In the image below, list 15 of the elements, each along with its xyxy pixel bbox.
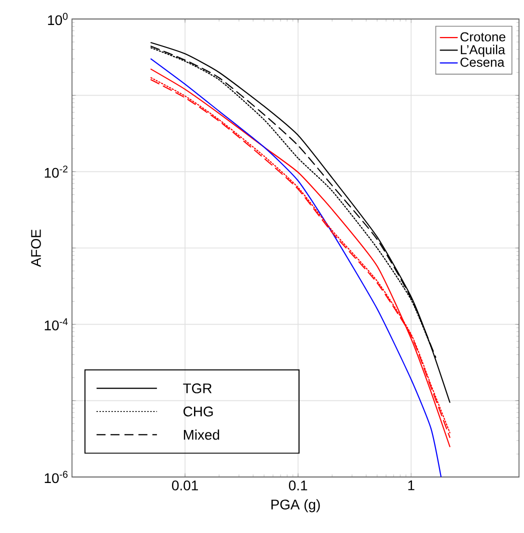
y-tick-label: 10$^{-2}$ bbox=[44, 166, 68, 178]
x-axis-title: PGA (g) bbox=[271, 499, 320, 512]
y-axis-title: AFOE bbox=[31, 230, 41, 267]
legend-label: Crotone bbox=[460, 32, 506, 42]
x-tick-label: 0.1 bbox=[288, 480, 308, 490]
x-tick-label: 1 bbox=[408, 480, 414, 490]
y-tick-label: 10$^{-4}$ bbox=[44, 318, 68, 330]
y-tick-label: 10$^{-6}$ bbox=[44, 470, 68, 484]
legend-label: Cesena bbox=[460, 58, 504, 67]
annotation: TGR bbox=[183, 383, 212, 394]
annotation: CHG bbox=[184, 406, 213, 416]
legend-label: L’Aquila bbox=[460, 44, 506, 57]
y-tick-label: 10$^{0}$ bbox=[48, 12, 68, 26]
annotation: Mixed bbox=[184, 430, 220, 440]
x-tick-label: 0.01 bbox=[172, 480, 198, 490]
